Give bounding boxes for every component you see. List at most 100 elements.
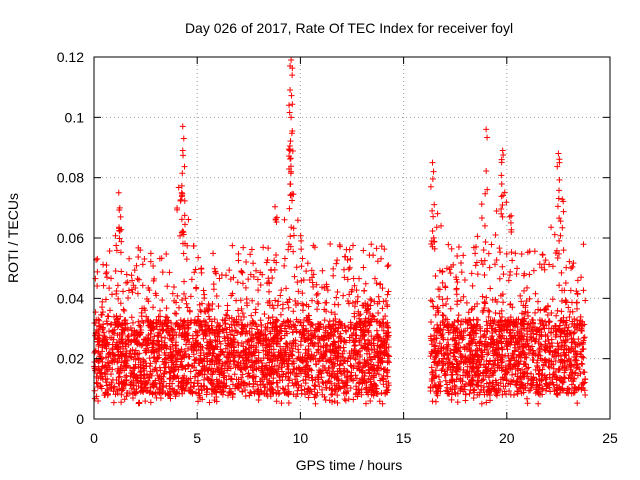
data-point [185,321,192,328]
data-point [97,350,104,357]
data-point [280,386,287,393]
data-point [153,358,160,365]
data-point [351,347,358,354]
data-point [342,339,349,346]
data-point [369,312,376,319]
x-tick-label: 0 [90,430,98,446]
data-point [267,328,274,335]
data-point [264,324,271,331]
data-point [352,356,359,363]
data-point [273,337,280,344]
data-point [378,389,385,396]
data-point [181,377,188,384]
data-point [109,345,116,352]
data-point [255,337,262,344]
data-point [303,358,310,365]
data-point [184,330,191,337]
data-point [339,354,346,361]
data-point [376,357,383,364]
data-point [330,321,337,328]
data-point [172,354,179,361]
data-point [205,376,212,383]
data-point [184,304,191,311]
data-point [382,297,389,304]
data-point [298,383,305,390]
data-point [345,300,352,307]
data-point [104,320,111,327]
data-point [322,325,329,332]
data-point [230,361,237,368]
data-point [234,364,241,371]
data-point [193,389,200,396]
data-point [346,350,353,357]
data-point [283,390,290,397]
data-point [281,262,288,269]
y-tick-label: 0.1 [65,109,85,125]
data-point [309,322,316,329]
data-point [158,337,165,344]
data-point [347,319,354,326]
data-point [346,291,353,298]
data-point [315,300,322,307]
data-point [277,292,284,299]
data-point [194,340,201,347]
data-point [348,321,355,328]
data-point [362,400,369,407]
data-point [331,382,338,389]
data-point [369,356,376,363]
data-point [287,318,294,325]
data-point [341,274,348,281]
data-point [198,382,205,389]
data-point [249,297,256,304]
data-point [133,337,140,344]
data-point [319,355,326,362]
data-point [268,349,275,356]
y-tick-label: 0 [76,411,84,427]
data-point [222,345,229,352]
data-point [243,351,250,358]
data-point [243,296,250,303]
data-point [326,318,333,325]
data-point [172,339,179,346]
data-point [215,357,222,364]
data-point [338,338,345,345]
data-point [314,298,321,305]
data-point [139,261,146,268]
data-point [121,396,128,403]
data-point [341,348,348,355]
data-point [297,319,304,326]
data-point [368,365,375,372]
data-point [173,347,180,354]
data-point [255,330,262,337]
data-point [201,295,208,302]
data-point [102,354,109,361]
data-point [147,324,154,331]
data-point [235,349,242,356]
data-point [321,317,328,324]
data-point [166,269,173,276]
data-point [152,364,159,371]
data-point [336,333,343,340]
data-point [239,310,246,317]
data-point [379,319,386,326]
data-point [343,368,350,375]
data-point [285,323,292,330]
y-tick-label: 0.06 [57,230,84,246]
data-point [238,322,245,329]
data-point [109,376,116,383]
data-point [278,364,285,371]
data-point [283,340,290,347]
data-point [259,342,266,349]
data-point [250,319,257,326]
data-point [295,364,302,371]
data-point [244,330,251,337]
data-point [313,291,320,298]
data-point [188,319,195,326]
data-point [364,341,371,348]
data-point [210,350,217,357]
data-point [295,370,302,377]
data-point [274,302,281,309]
data-point [352,372,359,379]
data-point [130,356,137,363]
